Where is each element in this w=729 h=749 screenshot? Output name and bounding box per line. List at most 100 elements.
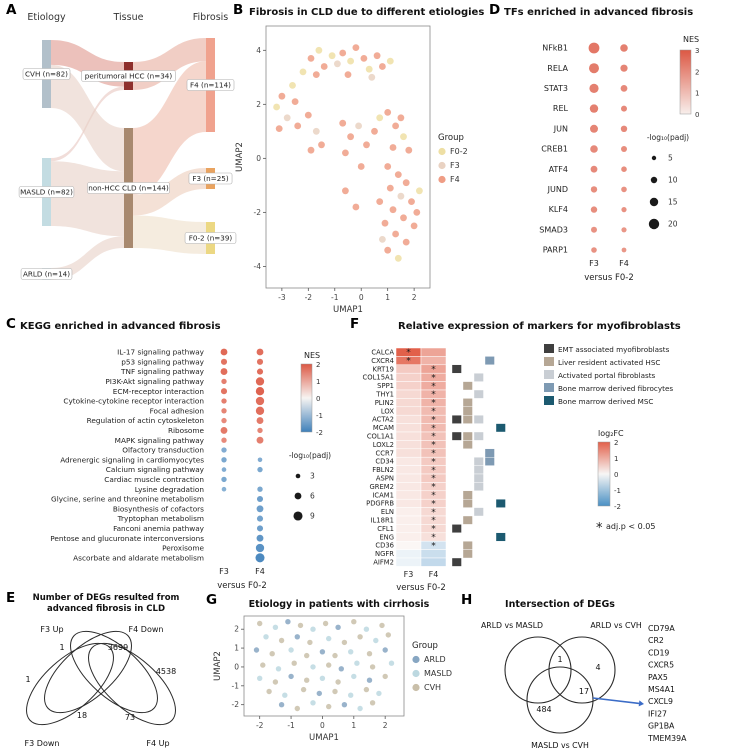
scatter-point [263,634,269,640]
row-label: Focal adhesion [150,406,204,415]
category-cell [462,414,473,424]
panel-e-title: Number of DEGs resulted from advanced fi… [32,593,180,614]
row-label: KLF4 [549,205,568,214]
scatter-point [304,111,312,119]
scatter-point [266,688,272,695]
x-tick-label: -2 [256,721,264,730]
category-cell [473,507,484,517]
legend-title: Group [438,133,464,143]
sig-star: * [431,541,436,551]
scatter-point [335,624,341,630]
x-tick-label: 0 [320,721,325,730]
node-label: F3 (n=25) [192,174,229,183]
colorbar-title: log₂FC [598,429,624,438]
scatter-point [384,109,392,116]
panel-a-sankey: Etiology Tissue Fibrosis CVH (n=82) MASLD (n… [4,10,237,316]
scatter-point [408,198,415,206]
node-label: CVH (n=82) [25,70,68,79]
category-cell [462,440,473,450]
row-label: Peroxisome [162,544,204,553]
nes-dot [221,398,227,404]
column-header: F4 [255,567,265,576]
nes-dot [590,145,598,153]
sig-star: * [431,382,436,392]
nes-dot [255,543,265,553]
scatter-point [300,686,307,693]
venn-count: 4538 [156,667,176,676]
nes-dot [255,387,265,396]
nes-dot [589,63,599,74]
category-swatch [544,357,554,366]
sankey-plot: Etiology Tissue Fibrosis CVH (n=82) MASLD (n… [18,12,237,280]
category-cell [495,498,506,508]
nes-tick-label: -1 [316,412,323,420]
nes-dot [589,104,599,113]
nes-dot [591,226,597,233]
category-cell [451,414,462,424]
panel-g-scatter: -2 -1 0 1 2 -2 -1 0 1 2 UMAP1 UMAP2 Group ARLD MASLD CV… [208,612,462,747]
nes-dot [256,368,264,375]
scatter-point [381,219,389,227]
category-cell [484,448,495,458]
sig-note-star: * [596,521,603,536]
nes-dot [220,426,228,434]
panel-h-title: Intersection of DEGs [505,599,615,610]
sig-note: adj.p < 0.05 [606,522,655,531]
venn-set-label: F4 Up [146,739,169,748]
size-legend-dot [651,155,657,161]
scatter-point [334,60,341,68]
row-label: MAPK signaling pathway [115,436,205,445]
deg-gene: CXCL9 [648,697,673,706]
legend-label: CVH [424,683,441,692]
column-header: F3 [589,259,599,268]
scatter-point [386,184,394,192]
x-tick-label: -3 [278,293,286,302]
heat-cell-f3 [395,381,422,391]
category-cell [462,490,473,500]
venn-ellipse [26,642,114,726]
legend-label: F0-2 [450,147,468,156]
y-tick-label: -4 [254,262,262,271]
row-label: RELA [547,64,568,73]
scatter-point [373,52,381,60]
heat-cell-f3 [395,532,422,542]
size-legend-dot [294,492,302,500]
x-axis-label: UMAP1 [333,305,363,315]
x-axis-label: versus F0-2 [584,273,633,283]
nes-dot [220,368,228,376]
scatter-point [318,141,325,149]
y-tick-label: 2 [234,625,239,634]
scatter-point [257,675,263,681]
scatter-point [392,230,399,238]
scatter-point [389,144,397,151]
heat-cell-f3 [395,557,422,567]
deg-gene: CD79A [648,624,675,633]
panel-d-dotplot-svg: NFkB1 RELA STAT3 REL JUN CREB1 ATF4 JUND KLF4 SMA… [539,35,699,283]
scatter-point [352,203,360,211]
category-cell [484,356,495,365]
sig-star: * [431,474,436,484]
venn-ellipse [88,642,176,726]
nes-dot [590,186,598,193]
panel-b-scatter: -3 -2 -1 0 1 2 -4 -2 0 2 4 UMAP1 UMAP2 Group F0-2 F3 F4 [232,20,490,320]
heat-cell-f3 [395,364,422,374]
nes-dot [621,166,627,172]
nes-dot [256,534,264,542]
scatter-point [363,141,370,149]
heat-cell-f4 [420,557,447,567]
nes-dot [256,348,264,356]
nes-dot [620,125,628,132]
size-tick-label: 10 [668,176,678,185]
row-label: Adrenergic signaling in cardiomyocytes [60,455,204,464]
flow-ribbon [51,161,124,237]
row-label: IL-17 signaling pathway [117,348,205,357]
scatter-point [335,679,341,685]
scatter-point [348,692,354,698]
venn-set-label: MASLD vs CVH [531,741,589,749]
scatter-point [341,639,348,646]
category-label: Liver resident activated HSC [558,358,660,367]
nes-legend-title: NES [683,35,699,44]
row-label: NFkB1 [542,44,568,53]
scatter-point [269,651,275,657]
